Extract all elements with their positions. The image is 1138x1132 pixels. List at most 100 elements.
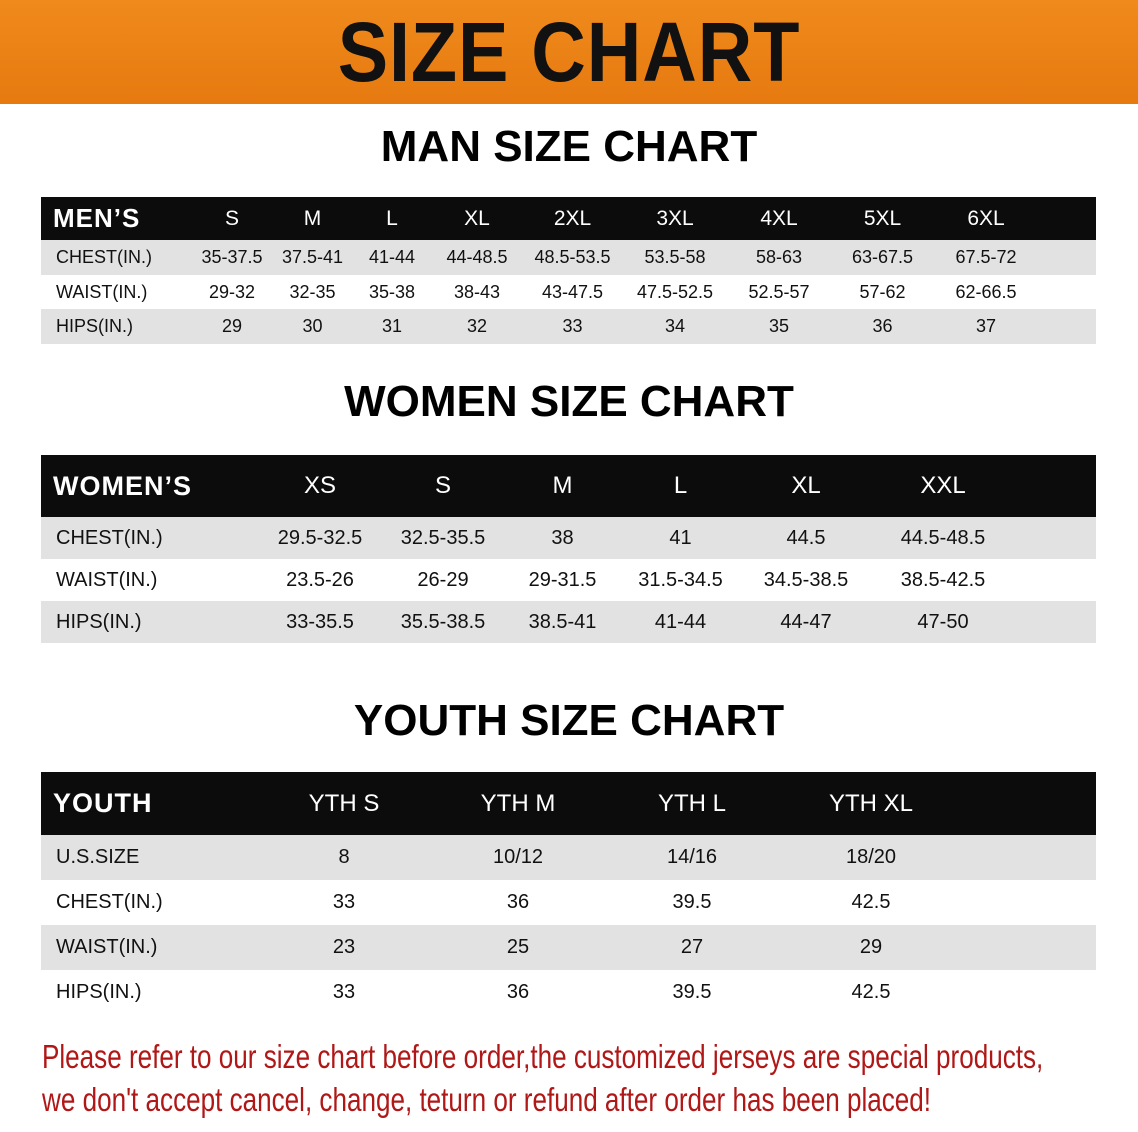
table-cell: 52.5-57: [748, 281, 810, 302]
row-label: WAIST(IN.): [56, 936, 158, 958]
table-cell: 33: [332, 891, 356, 913]
table-cell: 42.5: [851, 981, 891, 1003]
youth-size-table: YOUTH YTH S YTH M YTH L YTH XL U.S.SIZE 8 10/12…: [41, 772, 1096, 1015]
table-row: CHEST(IN.) 35-37.5 37.5-41 41-44 44-48.5 48.5…: [41, 240, 1096, 275]
table-cell: 44-47: [780, 610, 832, 633]
table-cell: 63-67.5: [851, 247, 914, 267]
table-cell: 32-35: [289, 281, 336, 302]
row-label: CHEST(IN.): [56, 247, 152, 267]
table-cell: 32.5-35.5: [400, 526, 486, 549]
row-label: CHEST(IN.): [56, 526, 163, 549]
table-cell: 34: [664, 316, 686, 336]
table-cell: XXL: [920, 472, 966, 499]
table-cell: 44.5: [786, 526, 826, 549]
table-cell: 38.5-41: [528, 610, 597, 633]
table-cell: 4XL: [760, 206, 798, 230]
table-cell: 33-35.5: [286, 610, 354, 633]
table-cell: 36: [506, 891, 530, 913]
table-row: CHEST(IN.) 33 36 39.5 42.5: [41, 880, 1096, 925]
table-cell: 36: [506, 981, 530, 1003]
table-row: U.S.SIZE 8 10/12 14/16 18/20: [41, 835, 1096, 880]
table-cell: 39.5: [672, 981, 712, 1003]
notice-line-1: Please refer to our size chart before or…: [42, 1038, 1044, 1075]
row-label: WAIST(IN.): [56, 568, 158, 591]
table-cell: 5XL: [863, 206, 902, 230]
table-cell: 29.5-32.5: [277, 526, 363, 549]
table-cell: 25: [506, 936, 530, 958]
banner-title: SIZE CHART: [337, 4, 801, 99]
table-cell: XS: [303, 472, 336, 499]
table-cell: 47.5-52.5: [636, 281, 714, 302]
row-label: WAIST(IN.): [56, 281, 148, 302]
table-cell: 58-63: [755, 247, 803, 267]
notice-line-2: we don't accept cancel, change, teturn o…: [42, 1081, 932, 1118]
table-cell: 31: [381, 316, 403, 336]
table-cell: 8: [338, 846, 350, 868]
table-cell: 35.5-38.5: [400, 610, 486, 633]
table-cell: 39.5: [672, 891, 712, 913]
table-cell: 35-38: [368, 281, 416, 302]
table-cell: YTH XL: [828, 789, 914, 817]
women-title: WOMEN SIZE CHART: [344, 377, 794, 426]
men-title: MAN SIZE CHART: [380, 122, 758, 171]
table-row: HIPS(IN.) 33 36 39.5 42.5: [41, 970, 1096, 1015]
table-cell: 30: [302, 316, 323, 336]
table-cell: 31.5-34.5: [638, 568, 723, 591]
table-cell: 33: [562, 316, 583, 336]
table-cell: 29: [859, 936, 883, 958]
table-cell: 35-37.5: [201, 247, 263, 267]
women-size-table: WOMEN’S XS S M L XL XXL CHEST(IN.) 29.5-32.5 32.5…: [41, 455, 1096, 643]
table-cell: 3XL: [656, 206, 694, 230]
table-cell: 57-62: [859, 281, 906, 302]
table-row: WAIST(IN.) 23 25 27 29: [41, 925, 1096, 970]
table-cell: 34.5-38.5: [763, 568, 849, 591]
table-cell: 14/16: [666, 846, 718, 868]
table-cell: 43-47.5: [541, 281, 604, 302]
table-cell: S: [224, 206, 239, 230]
table-cell: 62-66.5: [955, 281, 1017, 302]
table-cell: YTH M: [480, 789, 556, 817]
table-cell: 26-29: [417, 568, 469, 591]
table-cell: 48.5-53.5: [534, 247, 611, 267]
table-cell: 37.5-41: [281, 247, 344, 267]
table-cell: 41-44: [654, 610, 707, 633]
table-cell: XL: [791, 472, 821, 499]
row-label: WOMEN’S: [53, 470, 192, 501]
row-label: HIPS(IN.): [56, 316, 134, 336]
table-row: CHEST(IN.) 29.5-32.5 32.5-35.5 38 41 44.5 44.5…: [41, 517, 1096, 559]
table-cell: 32: [466, 316, 488, 336]
men-size-table: MEN’S S M L XL 2XL 3XL 4XL 5XL 6XL CHEST(IN.) 35-37…: [41, 197, 1096, 344]
table-cell: 38: [551, 526, 574, 549]
row-label: HIPS(IN.): [56, 610, 142, 633]
table-cell: 44.5-48.5: [900, 526, 986, 549]
row-label: CHEST(IN.): [56, 891, 163, 913]
table-cell: 42.5: [851, 891, 891, 913]
table-cell: XL: [464, 206, 490, 230]
table-cell: 53.5-58: [644, 247, 706, 267]
table-row: HIPS(IN.) 33-35.5 35.5-38.5 38.5-41 41-44 44-…: [41, 601, 1096, 643]
table-cell: 29-31.5: [528, 568, 597, 591]
table-row: WAIST(IN.) 29-32 32-35 35-38 38-43 43-47.5 47.…: [41, 275, 1096, 309]
table-cell: 23: [332, 936, 356, 958]
table-cell: 38-43: [453, 281, 501, 302]
row-label: YOUTH: [53, 788, 153, 818]
table-cell: YTH S: [308, 789, 380, 817]
table-cell: 44-48.5: [446, 247, 508, 267]
table-cell: 18/20: [845, 846, 897, 868]
header-row: MEN’S S M L XL 2XL 3XL 4XL 5XL 6XL: [41, 197, 1096, 240]
table-cell: 38.5-42.5: [900, 568, 986, 591]
table-cell: 36: [872, 316, 893, 336]
youth-title: YOUTH SIZE CHART: [353, 696, 785, 745]
table-cell: 47-50: [917, 610, 969, 633]
table-cell: M: [303, 206, 322, 230]
table-cell: L: [386, 206, 398, 230]
table-cell: 27: [680, 936, 704, 958]
table-cell: 37: [975, 316, 997, 336]
header-row: YOUTH YTH S YTH M YTH L YTH XL: [41, 772, 1096, 835]
banner: SIZE CHART: [0, 0, 1138, 104]
row-label: HIPS(IN.): [56, 981, 142, 1003]
table-cell: 6XL: [967, 206, 1005, 230]
table-cell: M: [552, 472, 573, 499]
table-cell: 29-32: [208, 281, 256, 302]
table-row: HIPS(IN.) 29 30 31 32 33 34 35 36 37: [41, 309, 1096, 344]
